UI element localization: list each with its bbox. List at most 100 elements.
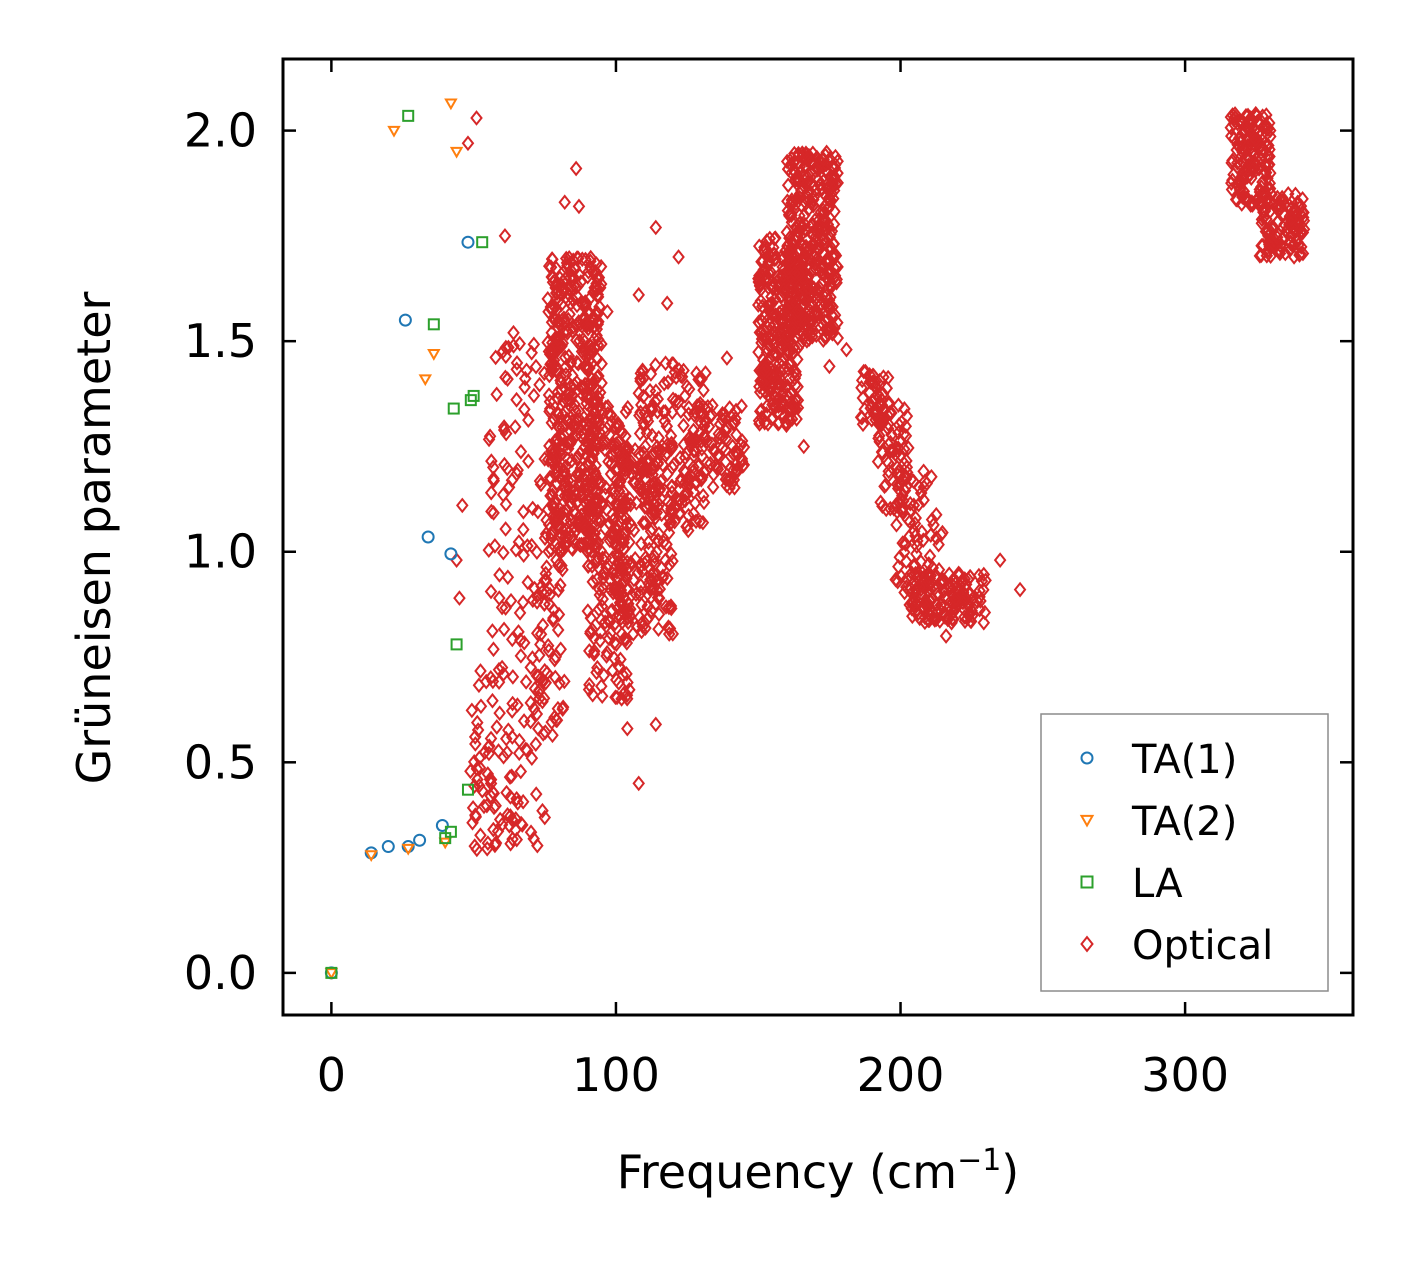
data-point [898, 401, 911, 417]
data-point [504, 835, 517, 852]
data-point [806, 216, 820, 233]
data-point [588, 492, 601, 509]
data-point [642, 534, 655, 551]
data-point [1265, 219, 1279, 236]
data-point [809, 182, 822, 198]
data-point [665, 404, 679, 421]
data-point [973, 601, 986, 618]
data-point [550, 510, 563, 527]
data-point [573, 536, 586, 553]
data-point [567, 318, 580, 335]
data-point [804, 295, 818, 311]
data-point [956, 584, 970, 600]
data-point [490, 719, 504, 735]
data-point [556, 467, 570, 483]
data-point [544, 356, 557, 373]
data-point [785, 195, 798, 211]
data-point [788, 396, 802, 412]
data-point [645, 398, 659, 415]
data-point [698, 413, 712, 430]
legend-label: TA(1) [1131, 737, 1237, 783]
data-point [581, 435, 594, 451]
data-point [558, 487, 572, 504]
data-point [488, 537, 502, 554]
data-point [585, 355, 599, 372]
data-point [472, 777, 486, 794]
data-point [767, 245, 781, 262]
data-point [755, 409, 769, 426]
data-point [592, 601, 606, 618]
data-point [387, 125, 401, 138]
data-point [787, 162, 801, 179]
data-point [831, 153, 844, 170]
data-point [584, 314, 598, 330]
data-point [822, 292, 835, 309]
data-point [518, 370, 532, 387]
data-point [632, 775, 645, 792]
data-point [467, 389, 480, 402]
data-point [633, 609, 647, 626]
data-point [632, 445, 646, 462]
data-point [1262, 242, 1275, 259]
data-point [1271, 189, 1284, 206]
data-point [666, 459, 679, 476]
data-point [941, 611, 955, 628]
data-point [724, 459, 738, 476]
data-point [590, 664, 603, 681]
data-point [502, 339, 515, 356]
data-point [581, 419, 595, 436]
data-point [900, 579, 913, 595]
data-point [539, 724, 552, 740]
data-point [723, 400, 736, 416]
data-point [505, 631, 519, 648]
data-point [571, 288, 584, 305]
data-point [816, 316, 830, 333]
data-point [551, 622, 565, 638]
data-point [554, 641, 567, 658]
data-point [769, 307, 782, 323]
data-point [568, 259, 582, 276]
data-point [502, 479, 516, 496]
data-point [617, 574, 631, 591]
data-point [555, 557, 568, 574]
data-point [694, 433, 708, 450]
data-point [1263, 194, 1277, 211]
data-point [587, 646, 601, 662]
data-point [574, 460, 588, 476]
data-point [518, 379, 531, 396]
data-point [769, 346, 783, 362]
data-point [610, 689, 624, 706]
data-point [647, 502, 660, 519]
data-point [575, 488, 589, 505]
data-point [1225, 128, 1238, 144]
data-point [611, 415, 625, 432]
data-point [566, 268, 580, 285]
data-point [553, 439, 566, 456]
data-point [474, 827, 487, 844]
data-point [704, 455, 717, 472]
data-point [497, 419, 511, 435]
data-point [566, 367, 579, 384]
data-point [541, 501, 555, 518]
data-point [520, 362, 533, 379]
y-tick-label: 0.0 [184, 946, 257, 1000]
data-point [468, 729, 482, 745]
data-point [896, 535, 909, 551]
data-point [604, 525, 618, 542]
data-point [706, 479, 720, 496]
data-point [587, 426, 601, 442]
data-point [500, 784, 513, 801]
data-point [569, 160, 583, 177]
data-point [487, 641, 500, 658]
data-point [1255, 237, 1268, 254]
data-point [1230, 192, 1244, 208]
data-point [613, 444, 626, 461]
data-point [1228, 130, 1241, 147]
data-point [530, 667, 544, 684]
data-point [1224, 109, 1238, 125]
data-point [644, 366, 658, 382]
data-point [640, 463, 654, 480]
data-point [513, 605, 527, 621]
data-point [525, 344, 538, 361]
data-point [692, 371, 705, 388]
